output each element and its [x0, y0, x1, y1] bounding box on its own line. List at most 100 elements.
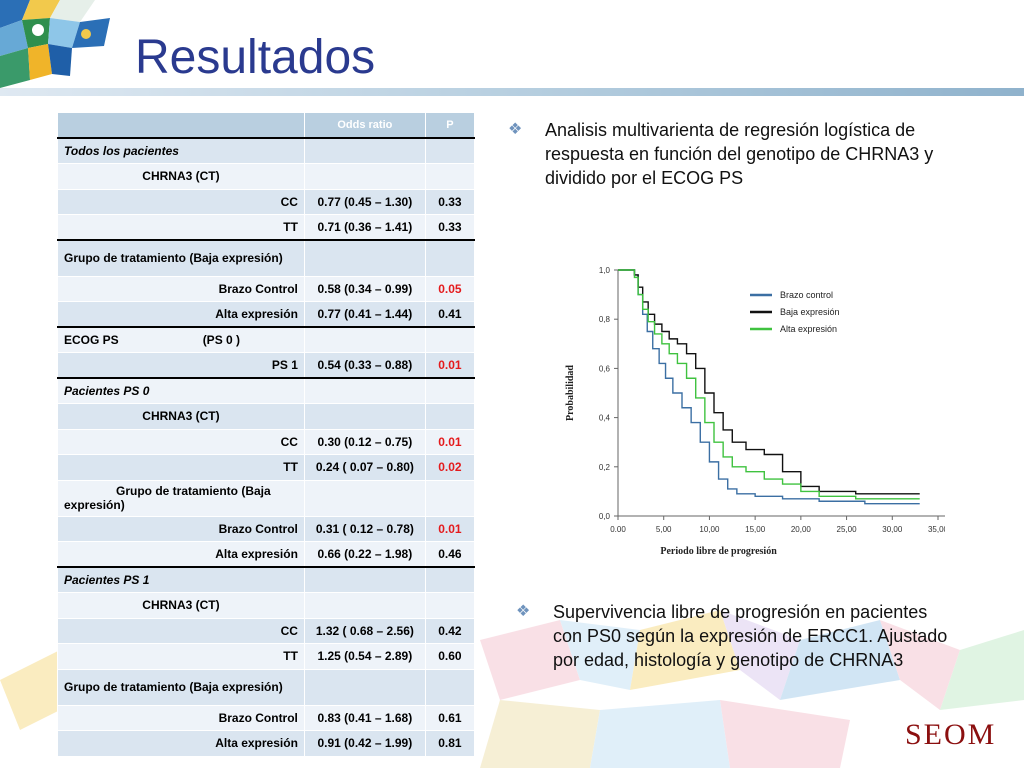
row-odds-ratio	[303, 326, 426, 353]
chart-background	[555, 250, 945, 580]
row-p	[424, 479, 476, 517]
y-tick-label: 0,8	[599, 315, 611, 324]
bullet-line: Analisis multivarienta de regresión logí…	[545, 120, 916, 140]
header-cell-label	[57, 112, 305, 139]
row-label: Brazo Control	[57, 275, 305, 302]
row-label: Grupo de tratamiento (Baja expresión)	[57, 668, 305, 706]
series-line-3	[618, 269, 920, 500]
row-label: Grupo de tratamiento (Baja expresión)	[57, 479, 305, 517]
table-row: Brazo Control 0.31 ( 0.12 – 0.78) 0.01	[57, 515, 476, 542]
row-label: CHRNA3 (CT)	[57, 403, 305, 430]
row-label: TT	[57, 643, 305, 670]
bullet-analysis: ❖ Analisis multivarienta de regresión lo…	[508, 118, 978, 194]
row-p	[424, 592, 476, 619]
y-tick-label: 0,2	[599, 463, 611, 472]
table-row: TT 1.25 (0.54 – 2.89) 0.60	[57, 643, 476, 670]
bullet-diamond-icon: ❖	[508, 121, 523, 138]
row-label: Pacientes PS 0	[57, 377, 305, 404]
row-odds-ratio: 0.91 (0.42 – 1.99)	[303, 730, 426, 757]
row-odds-ratio: 0.77 (0.41 – 1.44)	[303, 301, 426, 328]
table-row: Alta expresión 0.91 (0.42 – 1.99) 0.81	[57, 730, 476, 757]
row-p: 0.41	[424, 301, 476, 328]
row-odds-ratio	[303, 163, 426, 190]
table-row: Alta expresión 0.77 (0.41 – 1.44) 0.41	[57, 301, 476, 328]
bullet-survival: ❖ Supervivencia libre de progresión en p…	[516, 600, 996, 676]
table-row: CC 0.77 (0.45 – 1.30) 0.33	[57, 188, 476, 215]
row-label: Alta expresión	[57, 301, 305, 328]
bullet-line: dividido por el ECOG PS	[545, 168, 744, 188]
bullet-line: con PS0 según la expresión de ERCC1. Aju…	[553, 626, 948, 646]
row-odds-ratio: 0.66 (0.22 – 1.98)	[303, 541, 426, 568]
row-p	[424, 239, 476, 277]
legend-label: Brazo control	[780, 290, 833, 300]
table-row: Alta expresión 0.66 (0.22 – 1.98) 0.46	[57, 541, 476, 568]
row-odds-ratio	[303, 137, 426, 164]
x-tick-label: 15,00	[745, 525, 766, 534]
logo-mosaic	[0, 0, 120, 94]
row-p: 0.33	[424, 214, 476, 241]
row-label: TT	[57, 454, 305, 481]
table-row: Grupo de tratamiento (Baja expresión)	[57, 239, 476, 277]
row-p	[424, 377, 476, 404]
x-tick-label: 0.00	[610, 525, 626, 534]
row-odds-ratio	[303, 403, 426, 430]
header-cell-odds-ratio: Odds ratio	[303, 112, 426, 139]
row-p: 0.46	[424, 541, 476, 568]
x-tick-label: 10,00	[699, 525, 720, 534]
bullet-line: respuesta en función del genotipo de CHR…	[545, 144, 934, 164]
row-p: 0.33	[424, 188, 476, 215]
legend-label: Baja expresión	[780, 307, 840, 317]
y-axis-label: Probabilidad	[565, 365, 576, 421]
x-tick-label: 30,00	[882, 525, 903, 534]
row-odds-ratio: 0.83 (0.41 – 1.68)	[303, 704, 426, 731]
table-header-row: Odds ratio P	[57, 112, 476, 139]
row-label: CHRNA3 (CT)	[57, 592, 305, 619]
row-p: 0.61	[424, 704, 476, 731]
row-label-sub: (PS 0 )	[202, 333, 241, 347]
survival-chart: 0,0 0,2 0,4 0,6 0,8 1,0 0.00 5,00 10,00 15,00 20,0…	[555, 250, 945, 580]
table-row: CHRNA3 (CT)	[57, 403, 476, 430]
bullet-diamond-icon: ❖	[516, 603, 531, 620]
row-p	[424, 163, 476, 190]
row-odds-ratio	[303, 377, 426, 404]
row-label: CC	[57, 617, 305, 644]
row-odds-ratio	[303, 566, 426, 593]
row-odds-ratio: 0.58 (0.34 – 0.99)	[303, 275, 426, 302]
row-odds-ratio	[303, 239, 426, 277]
row-odds-ratio: 0.24 ( 0.07 – 0.80)	[303, 454, 426, 481]
row-label-text: ECOG PS	[64, 333, 119, 347]
table-row: Grupo de tratamiento (Baja expresión)	[57, 479, 476, 517]
row-label: Alta expresión	[57, 541, 305, 568]
bullet-line: por edad, histología y genotipo de CHRNA…	[553, 650, 904, 670]
y-tick-label: 0,4	[599, 414, 611, 423]
row-odds-ratio: 0.30 (0.12 – 0.75)	[303, 428, 426, 455]
row-odds-ratio: 0.31 ( 0.12 – 0.78)	[303, 515, 426, 542]
row-label: PS 1	[57, 352, 305, 379]
row-p: 0.81	[424, 730, 476, 757]
row-p	[424, 326, 476, 353]
row-label: Brazo Control	[57, 515, 305, 542]
row-label: CC	[57, 188, 305, 215]
row-p	[424, 668, 476, 706]
row-odds-ratio: 0.71 (0.36 – 1.41)	[303, 214, 426, 241]
row-p	[424, 137, 476, 164]
row-p	[424, 403, 476, 430]
row-p: 0.05	[424, 275, 476, 302]
table-row: CHRNA3 (CT)	[57, 592, 476, 619]
row-odds-ratio	[303, 592, 426, 619]
row-p: 0.02	[424, 454, 476, 481]
row-p: 0.01	[424, 515, 476, 542]
table-row: Pacientes PS 0	[57, 377, 476, 404]
legend-label: Alta expresión	[780, 324, 837, 334]
table-row: CHRNA3 (CT)	[57, 163, 476, 190]
table-row: TT 0.71 (0.36 – 1.41) 0.33	[57, 214, 476, 241]
table-row: PS 1 0.54 (0.33 – 0.88) 0.01	[57, 352, 476, 379]
y-tick-label: 0,6	[599, 364, 611, 373]
table-row: ECOG PS (PS 0 )	[57, 326, 476, 353]
row-label: TT	[57, 214, 305, 241]
background-mosaic	[0, 610, 1024, 768]
table-row: CC 1.32 ( 0.68 – 2.56) 0.42	[57, 617, 476, 644]
row-label: Alta expresión	[57, 730, 305, 757]
row-odds-ratio: 0.77 (0.45 – 1.30)	[303, 188, 426, 215]
row-odds-ratio: 1.25 (0.54 – 2.89)	[303, 643, 426, 670]
